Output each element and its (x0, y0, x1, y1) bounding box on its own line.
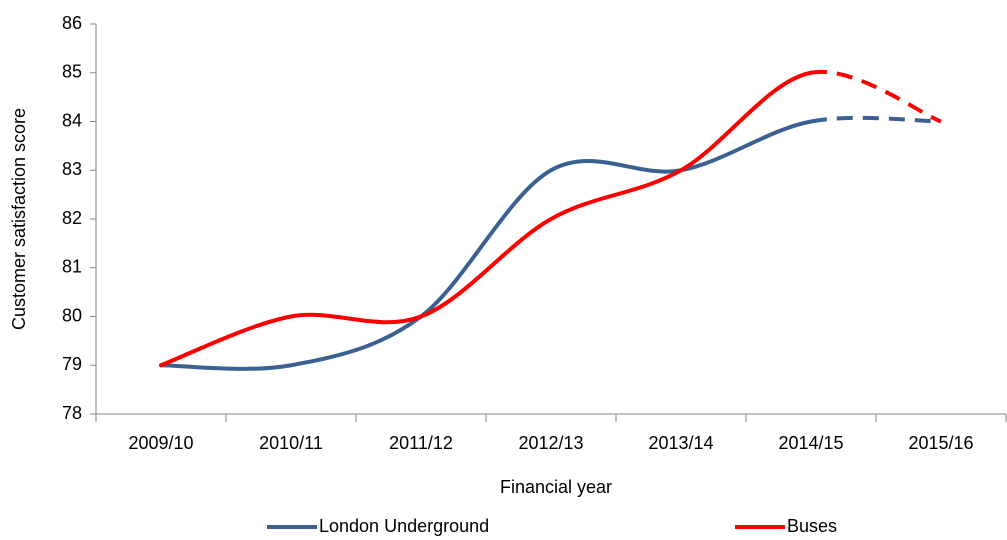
x-tick-label: 2013/14 (648, 433, 713, 453)
x-tick-label: 2015/16 (908, 433, 973, 453)
y-tick-label: 83 (62, 159, 82, 179)
line-series-projected (810, 69, 942, 124)
x-tick-label: 2009/10 (128, 433, 193, 453)
y-tick-label: 85 (62, 62, 82, 82)
x-tick-label: 2012/13 (518, 433, 583, 453)
y-axis-title: Customer satisfaction score (9, 108, 29, 330)
y-tick-label: 78 (62, 403, 82, 423)
y-tick-label: 82 (62, 208, 82, 228)
x-tick-label: 2014/15 (778, 433, 843, 453)
x-tick-label: 2010/11 (259, 433, 323, 453)
y-tick-label: 79 (62, 354, 82, 374)
y-tick-label: 86 (62, 13, 82, 33)
legend-label: Buses (787, 516, 837, 536)
y-tick-label: 80 (62, 305, 82, 325)
line-series-projected (810, 115, 942, 124)
line-series (159, 119, 813, 371)
y-tick-label: 84 (62, 110, 82, 130)
y-tick-label: 81 (62, 257, 82, 277)
legend-label: London Underground (319, 516, 489, 536)
line-series (159, 70, 813, 368)
x-tick-label: 2011/12 (389, 433, 453, 453)
x-axis-title: Financial year (500, 477, 612, 497)
